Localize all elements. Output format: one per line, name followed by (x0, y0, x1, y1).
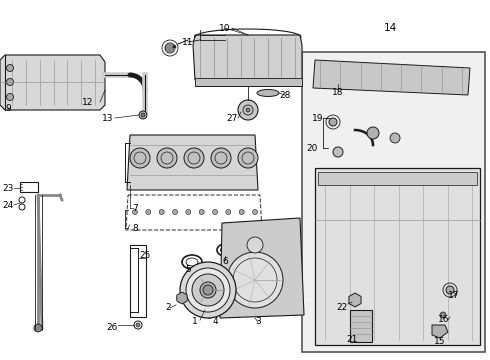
Polygon shape (220, 218, 304, 318)
Bar (130, 245, 146, 317)
Polygon shape (0, 55, 105, 110)
Circle shape (211, 148, 231, 168)
Circle shape (252, 210, 258, 215)
Text: 20: 20 (306, 144, 318, 153)
Text: 18: 18 (332, 87, 344, 96)
Circle shape (159, 210, 164, 215)
Text: 9: 9 (5, 104, 11, 112)
Circle shape (157, 148, 177, 168)
Bar (302, 52, 485, 352)
Text: 15: 15 (434, 338, 446, 346)
Text: 13: 13 (102, 113, 114, 122)
Text: 5: 5 (185, 266, 191, 275)
Text: 12: 12 (82, 98, 94, 107)
Text: 4: 4 (212, 318, 218, 327)
Circle shape (186, 210, 191, 215)
Polygon shape (193, 35, 302, 80)
Circle shape (213, 210, 218, 215)
Text: 14: 14 (383, 23, 396, 33)
Text: 7: 7 (132, 203, 138, 212)
Text: 25: 25 (139, 251, 151, 260)
Text: 24: 24 (2, 201, 14, 210)
Circle shape (6, 94, 14, 100)
Circle shape (177, 293, 187, 303)
Circle shape (199, 210, 204, 215)
Circle shape (6, 78, 14, 86)
Circle shape (446, 286, 454, 294)
Circle shape (226, 210, 231, 215)
Text: 21: 21 (346, 336, 358, 345)
Circle shape (367, 127, 379, 139)
Bar (350, 310, 372, 342)
Circle shape (34, 324, 42, 332)
Text: 26: 26 (106, 324, 118, 333)
Circle shape (238, 100, 258, 120)
Circle shape (440, 312, 446, 318)
Circle shape (172, 210, 177, 215)
Circle shape (246, 108, 250, 112)
Circle shape (6, 64, 14, 72)
Text: 2: 2 (165, 303, 171, 312)
Polygon shape (349, 293, 361, 307)
Circle shape (130, 148, 150, 168)
Text: 19: 19 (312, 113, 324, 122)
Text: 3: 3 (255, 318, 261, 327)
Circle shape (227, 252, 283, 308)
Circle shape (192, 274, 224, 306)
Text: 17: 17 (448, 291, 460, 300)
Polygon shape (318, 172, 477, 185)
Circle shape (136, 323, 140, 327)
Circle shape (205, 287, 211, 293)
Bar (195, 78, 302, 86)
Polygon shape (313, 60, 470, 95)
Circle shape (139, 111, 147, 119)
Circle shape (165, 43, 175, 53)
Circle shape (184, 148, 204, 168)
Bar (20, 182, 38, 192)
Polygon shape (315, 168, 480, 345)
Text: 6: 6 (222, 257, 228, 266)
Text: 16: 16 (438, 315, 449, 324)
Circle shape (333, 147, 343, 157)
Text: 8: 8 (132, 224, 138, 233)
Text: 10: 10 (219, 23, 231, 32)
Polygon shape (432, 325, 448, 338)
Circle shape (239, 210, 244, 215)
Text: 22: 22 (336, 303, 347, 312)
Circle shape (132, 210, 138, 215)
Circle shape (238, 148, 258, 168)
Circle shape (141, 113, 145, 117)
Circle shape (186, 268, 230, 312)
Circle shape (329, 118, 337, 126)
Ellipse shape (257, 90, 279, 96)
Circle shape (203, 285, 213, 295)
Text: 28: 28 (279, 90, 291, 99)
Text: 11: 11 (182, 37, 194, 46)
Circle shape (180, 262, 236, 318)
Text: 1: 1 (192, 318, 198, 327)
Circle shape (200, 282, 216, 298)
Polygon shape (127, 135, 258, 190)
Text: 23: 23 (2, 184, 14, 193)
Circle shape (247, 237, 263, 253)
Circle shape (390, 133, 400, 143)
Polygon shape (177, 292, 187, 304)
Text: 27: 27 (226, 113, 238, 122)
Circle shape (146, 210, 151, 215)
